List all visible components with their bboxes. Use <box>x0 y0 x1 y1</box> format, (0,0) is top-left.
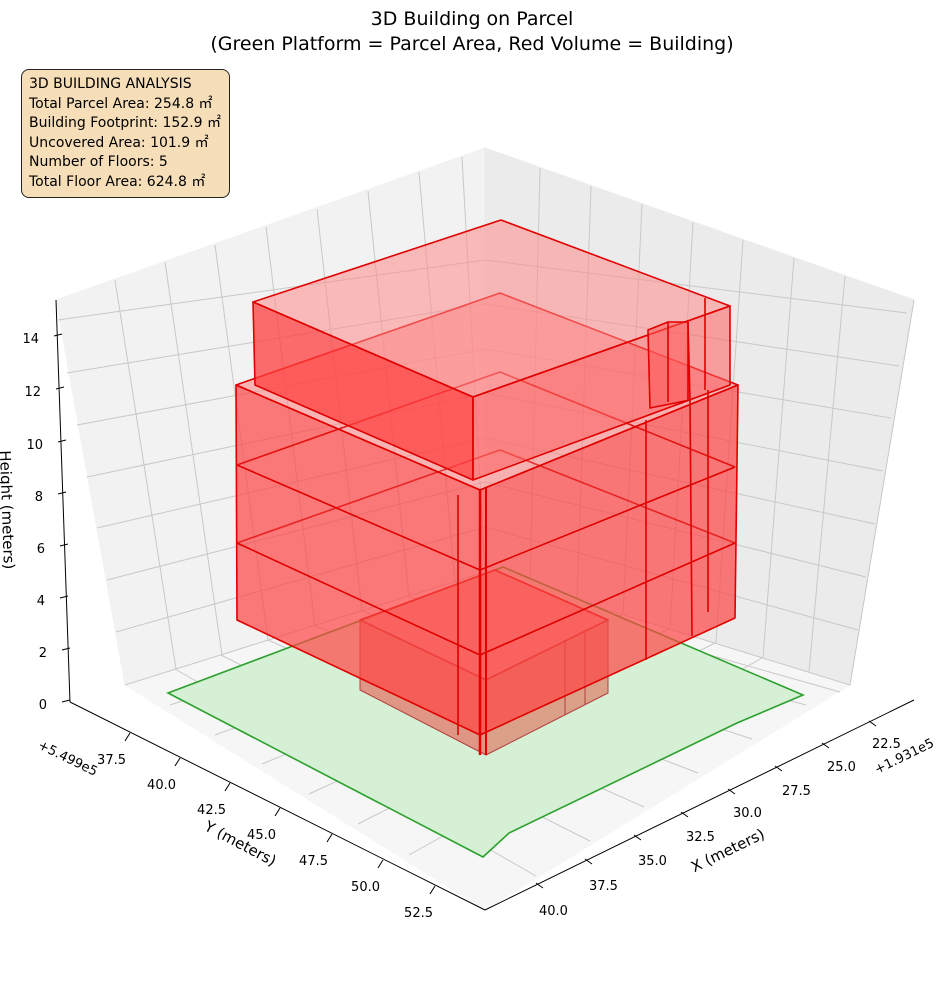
y-tick-label: 40.0 <box>147 778 176 793</box>
y-tick-label: 42.5 <box>197 803 226 818</box>
y-axis-offset: +5.499e5 <box>35 738 99 780</box>
axis-lines <box>55 299 915 911</box>
x-tick-label: 25.0 <box>827 760 856 775</box>
z-tick-label: 6 <box>37 542 45 557</box>
x-tick-label: 32.5 <box>686 830 715 845</box>
y-axis-ticks <box>124 732 436 895</box>
x-tick-label: 27.5 <box>782 784 811 799</box>
y-tick-label: 47.5 <box>299 854 328 869</box>
info-line-footprint: Building Footprint: 152.9 ㎡ <box>29 115 222 131</box>
analysis-info-box: 3D BUILDING ANALYSIS Total Parcel Area: … <box>21 69 230 198</box>
x-tick-label: 35.0 <box>638 854 667 869</box>
z-axis-label: Height (meters) <box>0 450 18 570</box>
z-tick-label: 8 <box>35 490 43 505</box>
info-line-uncovered: Uncovered Area: 101.9 ㎡ <box>29 134 209 151</box>
x-tick-label: 22.5 <box>872 737 901 752</box>
z-tick-label: 14 <box>22 332 39 347</box>
z-tick-label: 2 <box>39 646 47 661</box>
x-tick-labels: 22.5 25.0 27.5 30.0 32.5 35.0 37.5 40.0 <box>539 737 901 919</box>
y-tick-label: 50.0 <box>351 880 380 895</box>
info-line-floors: Number of Floors: 5 <box>29 154 168 170</box>
y-axis-label: Y (meters) <box>201 817 280 870</box>
info-line-heading: 3D BUILDING ANALYSIS <box>29 76 192 92</box>
x-tick-label: 40.0 <box>539 904 568 919</box>
z-tick-label: 12 <box>24 385 41 400</box>
chart-title-line1: 3D Building on Parcel <box>371 8 574 30</box>
info-line-parcel-area: Total Parcel Area: 254.8 ㎡ <box>29 95 213 112</box>
x-axis-ticks <box>535 720 877 889</box>
z-tick-labels: 0 2 4 6 8 10 12 14 <box>22 332 47 713</box>
z-tick-label: 4 <box>37 594 45 609</box>
x-tick-label: 37.5 <box>589 879 618 894</box>
building-volume <box>235 219 739 756</box>
x-tick-label: 30.0 <box>733 806 762 821</box>
z-tick-label: 10 <box>26 438 43 453</box>
z-tick-label: 0 <box>39 698 47 713</box>
z-axis-ticks <box>53 333 71 703</box>
y-tick-label: 37.5 <box>97 753 126 768</box>
y-tick-label: 45.0 <box>247 828 276 843</box>
y-tick-label: 52.5 <box>404 906 433 921</box>
y-tick-labels: 37.5 40.0 42.5 45.0 47.5 50.0 52.5 <box>97 753 433 921</box>
info-line-floor-area: Total Floor Area: 624.8 ㎡ <box>29 173 206 190</box>
chart-title-line2: (Green Platform = Parcel Area, Red Volum… <box>210 33 733 55</box>
